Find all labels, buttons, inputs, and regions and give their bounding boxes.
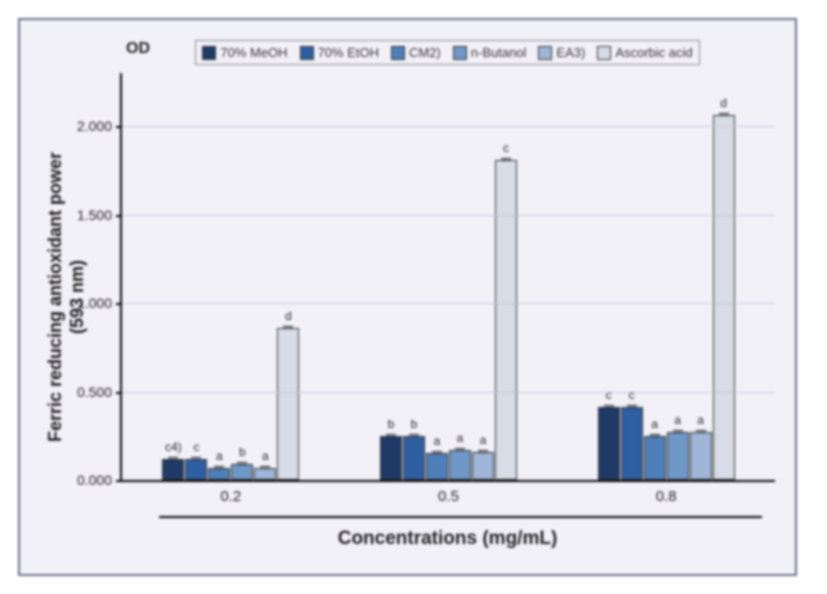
error-bar bbox=[409, 434, 419, 437]
bar: b bbox=[403, 436, 425, 480]
chart-frame: Ferric reducing antioxidant power (593 n… bbox=[18, 18, 797, 576]
error-bar bbox=[696, 430, 706, 433]
legend-swatch bbox=[453, 46, 467, 60]
error-bar bbox=[501, 158, 511, 161]
bar: c bbox=[621, 407, 643, 480]
bar-annotation: a bbox=[651, 417, 658, 431]
y-tick-label: 2.000 bbox=[77, 118, 122, 134]
bar-annotation: b bbox=[239, 445, 246, 459]
error-bar bbox=[168, 457, 178, 460]
bar-annotation: a bbox=[434, 434, 441, 448]
bar-annotation: b bbox=[388, 417, 395, 431]
y-tick-label: 1.500 bbox=[77, 207, 122, 223]
bar: a bbox=[449, 450, 471, 480]
bar-annotation: a bbox=[216, 449, 223, 463]
legend-label: Ascorbic acid bbox=[615, 45, 692, 60]
legend-swatch bbox=[538, 46, 552, 60]
legend-item: n-Butanol bbox=[453, 45, 527, 60]
error-bar bbox=[604, 405, 614, 408]
legend-swatch bbox=[597, 46, 611, 60]
bar-annotation: a bbox=[262, 449, 269, 463]
bar-group: c4)cabad0.2 bbox=[162, 73, 299, 480]
x-axis-rule bbox=[159, 516, 762, 518]
legend-item: CM2) bbox=[391, 45, 441, 60]
bar-annotation: a bbox=[480, 433, 487, 447]
bar: a bbox=[690, 432, 712, 480]
bar: a bbox=[254, 468, 276, 480]
bar-groups: c4)cabad0.2 bbaaac0.5 ccaaad0.8 bbox=[122, 73, 775, 480]
error-bar bbox=[673, 430, 683, 433]
bar-annotation: b bbox=[411, 417, 418, 431]
legend-label: 70% MeOH bbox=[220, 45, 287, 60]
legend-label: EA3) bbox=[556, 45, 585, 60]
bar-annotation: a bbox=[457, 431, 464, 445]
y-axis-label-line1: Ferric reducing antioxidant power bbox=[45, 152, 65, 442]
legend-item: Ascorbic acid bbox=[597, 45, 692, 60]
bar: a bbox=[426, 453, 448, 480]
error-bar bbox=[455, 448, 465, 451]
bar: c bbox=[185, 459, 207, 480]
error-bar bbox=[386, 434, 396, 437]
bar: b bbox=[231, 464, 253, 480]
bar-annotation: c bbox=[503, 141, 509, 155]
grid-line bbox=[122, 303, 775, 304]
bar-annotation: d bbox=[285, 309, 292, 323]
bar-group: bbaaac0.5 bbox=[380, 73, 517, 480]
legend-label: 70% EtOH bbox=[318, 45, 379, 60]
x-axis-label: Concentrations (mg/mL) bbox=[120, 528, 775, 550]
error-bar bbox=[214, 466, 224, 469]
y-tick-label: 0.000 bbox=[77, 472, 122, 488]
bar: a bbox=[667, 432, 689, 480]
bar: a bbox=[472, 452, 494, 480]
legend-swatch bbox=[391, 46, 405, 60]
y-tick-label: 1.000 bbox=[77, 295, 122, 311]
bar: a bbox=[644, 436, 666, 480]
error-bar bbox=[260, 466, 270, 469]
bar: b bbox=[380, 436, 402, 480]
error-bar bbox=[719, 113, 729, 116]
error-bar bbox=[283, 326, 293, 329]
bar: d bbox=[277, 328, 299, 480]
legend-swatch bbox=[300, 46, 314, 60]
legend-item: 70% EtOH bbox=[300, 45, 379, 60]
y-tick-label: 0.500 bbox=[77, 384, 122, 400]
grid-line bbox=[122, 215, 775, 216]
legend-swatch bbox=[202, 46, 216, 60]
bar: c bbox=[495, 160, 517, 480]
bar: c bbox=[598, 407, 620, 480]
plot-area: OD 70% MeOH 70% EtOH CM2) n-Butanol EA3) Asco… bbox=[120, 38, 775, 556]
bar-annotation: a bbox=[697, 413, 704, 427]
error-bar bbox=[432, 451, 442, 454]
od-label: OD bbox=[126, 40, 150, 58]
bar-annotation: a bbox=[674, 413, 681, 427]
error-bar bbox=[627, 405, 637, 408]
error-bar bbox=[191, 457, 201, 460]
bar-annotation: d bbox=[720, 96, 727, 110]
grid-line bbox=[122, 126, 775, 127]
bar-annotation: c4) bbox=[165, 440, 182, 454]
bar: a bbox=[208, 468, 230, 480]
legend-item: 70% MeOH bbox=[202, 45, 287, 60]
bar-group: ccaaad0.8 bbox=[598, 73, 735, 480]
error-bar bbox=[650, 434, 660, 437]
legend-item: EA3) bbox=[538, 45, 585, 60]
bar-annotation: c bbox=[193, 440, 199, 454]
bar-chart: c4)cabad0.2bbaaac0.5ccaaad0.8 0.0000.500… bbox=[120, 73, 775, 482]
legend-label: n-Butanol bbox=[471, 45, 527, 60]
legend: 70% MeOH 70% EtOH CM2) n-Butanol EA3) Ascorbi… bbox=[195, 40, 699, 65]
grid-line bbox=[122, 392, 775, 393]
bar: c4) bbox=[162, 459, 184, 480]
bar: d bbox=[713, 115, 735, 480]
x-axis-block: Concentrations (mg/mL) bbox=[120, 482, 775, 556]
error-bar bbox=[237, 462, 247, 465]
legend-label: CM2) bbox=[409, 45, 441, 60]
error-bar bbox=[478, 450, 488, 453]
